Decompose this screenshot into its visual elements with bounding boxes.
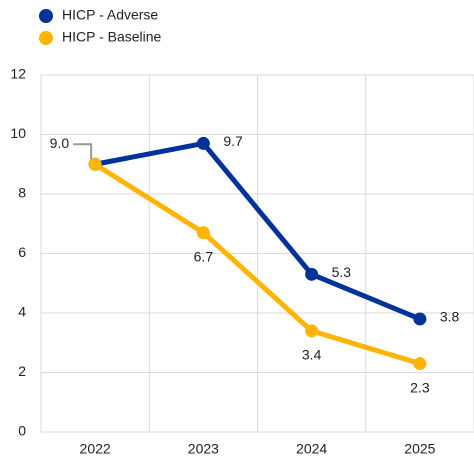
series-line: [93, 162, 421, 366]
data-label: 3.4: [302, 347, 322, 363]
y-tick-label: 12: [10, 66, 26, 82]
data-point: [413, 357, 427, 371]
data-label: 5.3: [332, 264, 352, 280]
series-line: [94, 140, 421, 322]
x-tick-label: 2025: [404, 441, 435, 457]
data-label: 6.7: [194, 248, 214, 264]
data-label: 9.0: [50, 135, 70, 151]
legend-label: HICP - Adverse: [62, 7, 158, 23]
leader-line: [73, 143, 93, 160]
x-tick-label: 2023: [188, 441, 219, 457]
legend-marker: [39, 9, 53, 23]
legend-label: HICP - Baseline: [62, 29, 162, 45]
y-tick-label: 8: [18, 185, 26, 201]
data-label: 2.3: [410, 379, 430, 395]
x-tick-label: 2022: [80, 441, 111, 457]
data-label: 3.8: [440, 309, 460, 325]
data-point: [88, 157, 102, 171]
data-label: 9.7: [223, 133, 243, 149]
data-point: [196, 136, 210, 150]
legend-marker: [39, 31, 53, 45]
data-point: [305, 267, 319, 281]
y-tick-label: 0: [18, 423, 26, 439]
y-tick-label: 6: [18, 244, 26, 260]
data-point: [196, 226, 210, 240]
x-tick-label: 2024: [296, 441, 327, 457]
y-tick-label: 4: [18, 304, 26, 320]
data-point: [413, 312, 427, 326]
y-tick-label: 10: [10, 125, 26, 141]
data-point: [305, 324, 319, 338]
y-tick-label: 2: [18, 363, 26, 379]
